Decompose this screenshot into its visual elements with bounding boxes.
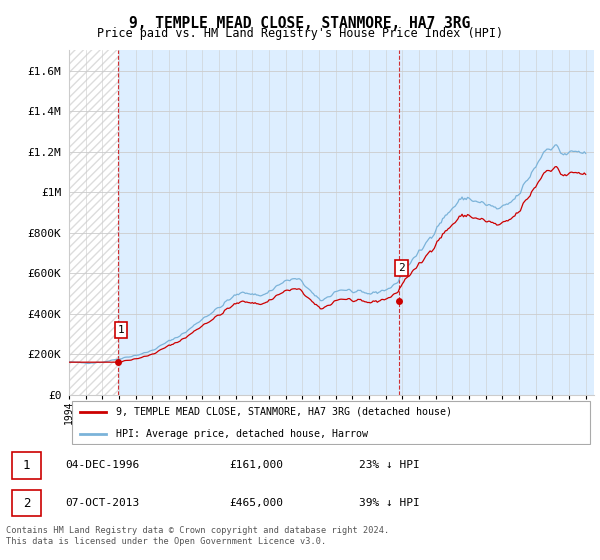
FancyBboxPatch shape [12, 452, 41, 479]
Text: 07-OCT-2013: 07-OCT-2013 [65, 498, 139, 508]
FancyBboxPatch shape [12, 490, 41, 516]
Bar [399, 50, 594, 395]
Text: 2: 2 [398, 263, 405, 273]
Text: HPI: Average price, detached house, Harrow: HPI: Average price, detached house, Harr… [116, 429, 368, 438]
Text: 04-DEC-1996: 04-DEC-1996 [65, 460, 139, 470]
Text: 39% ↓ HPI: 39% ↓ HPI [359, 498, 419, 508]
FancyBboxPatch shape [71, 400, 590, 444]
Text: 1: 1 [117, 325, 124, 335]
Text: 1: 1 [23, 459, 31, 472]
Text: Price paid vs. HM Land Registry's House Price Index (HPI): Price paid vs. HM Land Registry's House … [97, 27, 503, 40]
Text: 2: 2 [23, 497, 31, 510]
Text: 9, TEMPLE MEAD CLOSE, STANMORE, HA7 3RG: 9, TEMPLE MEAD CLOSE, STANMORE, HA7 3RG [130, 16, 470, 31]
Text: 9, TEMPLE MEAD CLOSE, STANMORE, HA7 3RG (detached house): 9, TEMPLE MEAD CLOSE, STANMORE, HA7 3RG … [116, 407, 452, 417]
Text: 23% ↓ HPI: 23% ↓ HPI [359, 460, 419, 470]
Text: £465,000: £465,000 [229, 498, 283, 508]
Bar [118, 50, 399, 395]
Text: £161,000: £161,000 [229, 460, 283, 470]
Text: Contains HM Land Registry data © Crown copyright and database right 2024.
This d: Contains HM Land Registry data © Crown c… [6, 526, 389, 546]
